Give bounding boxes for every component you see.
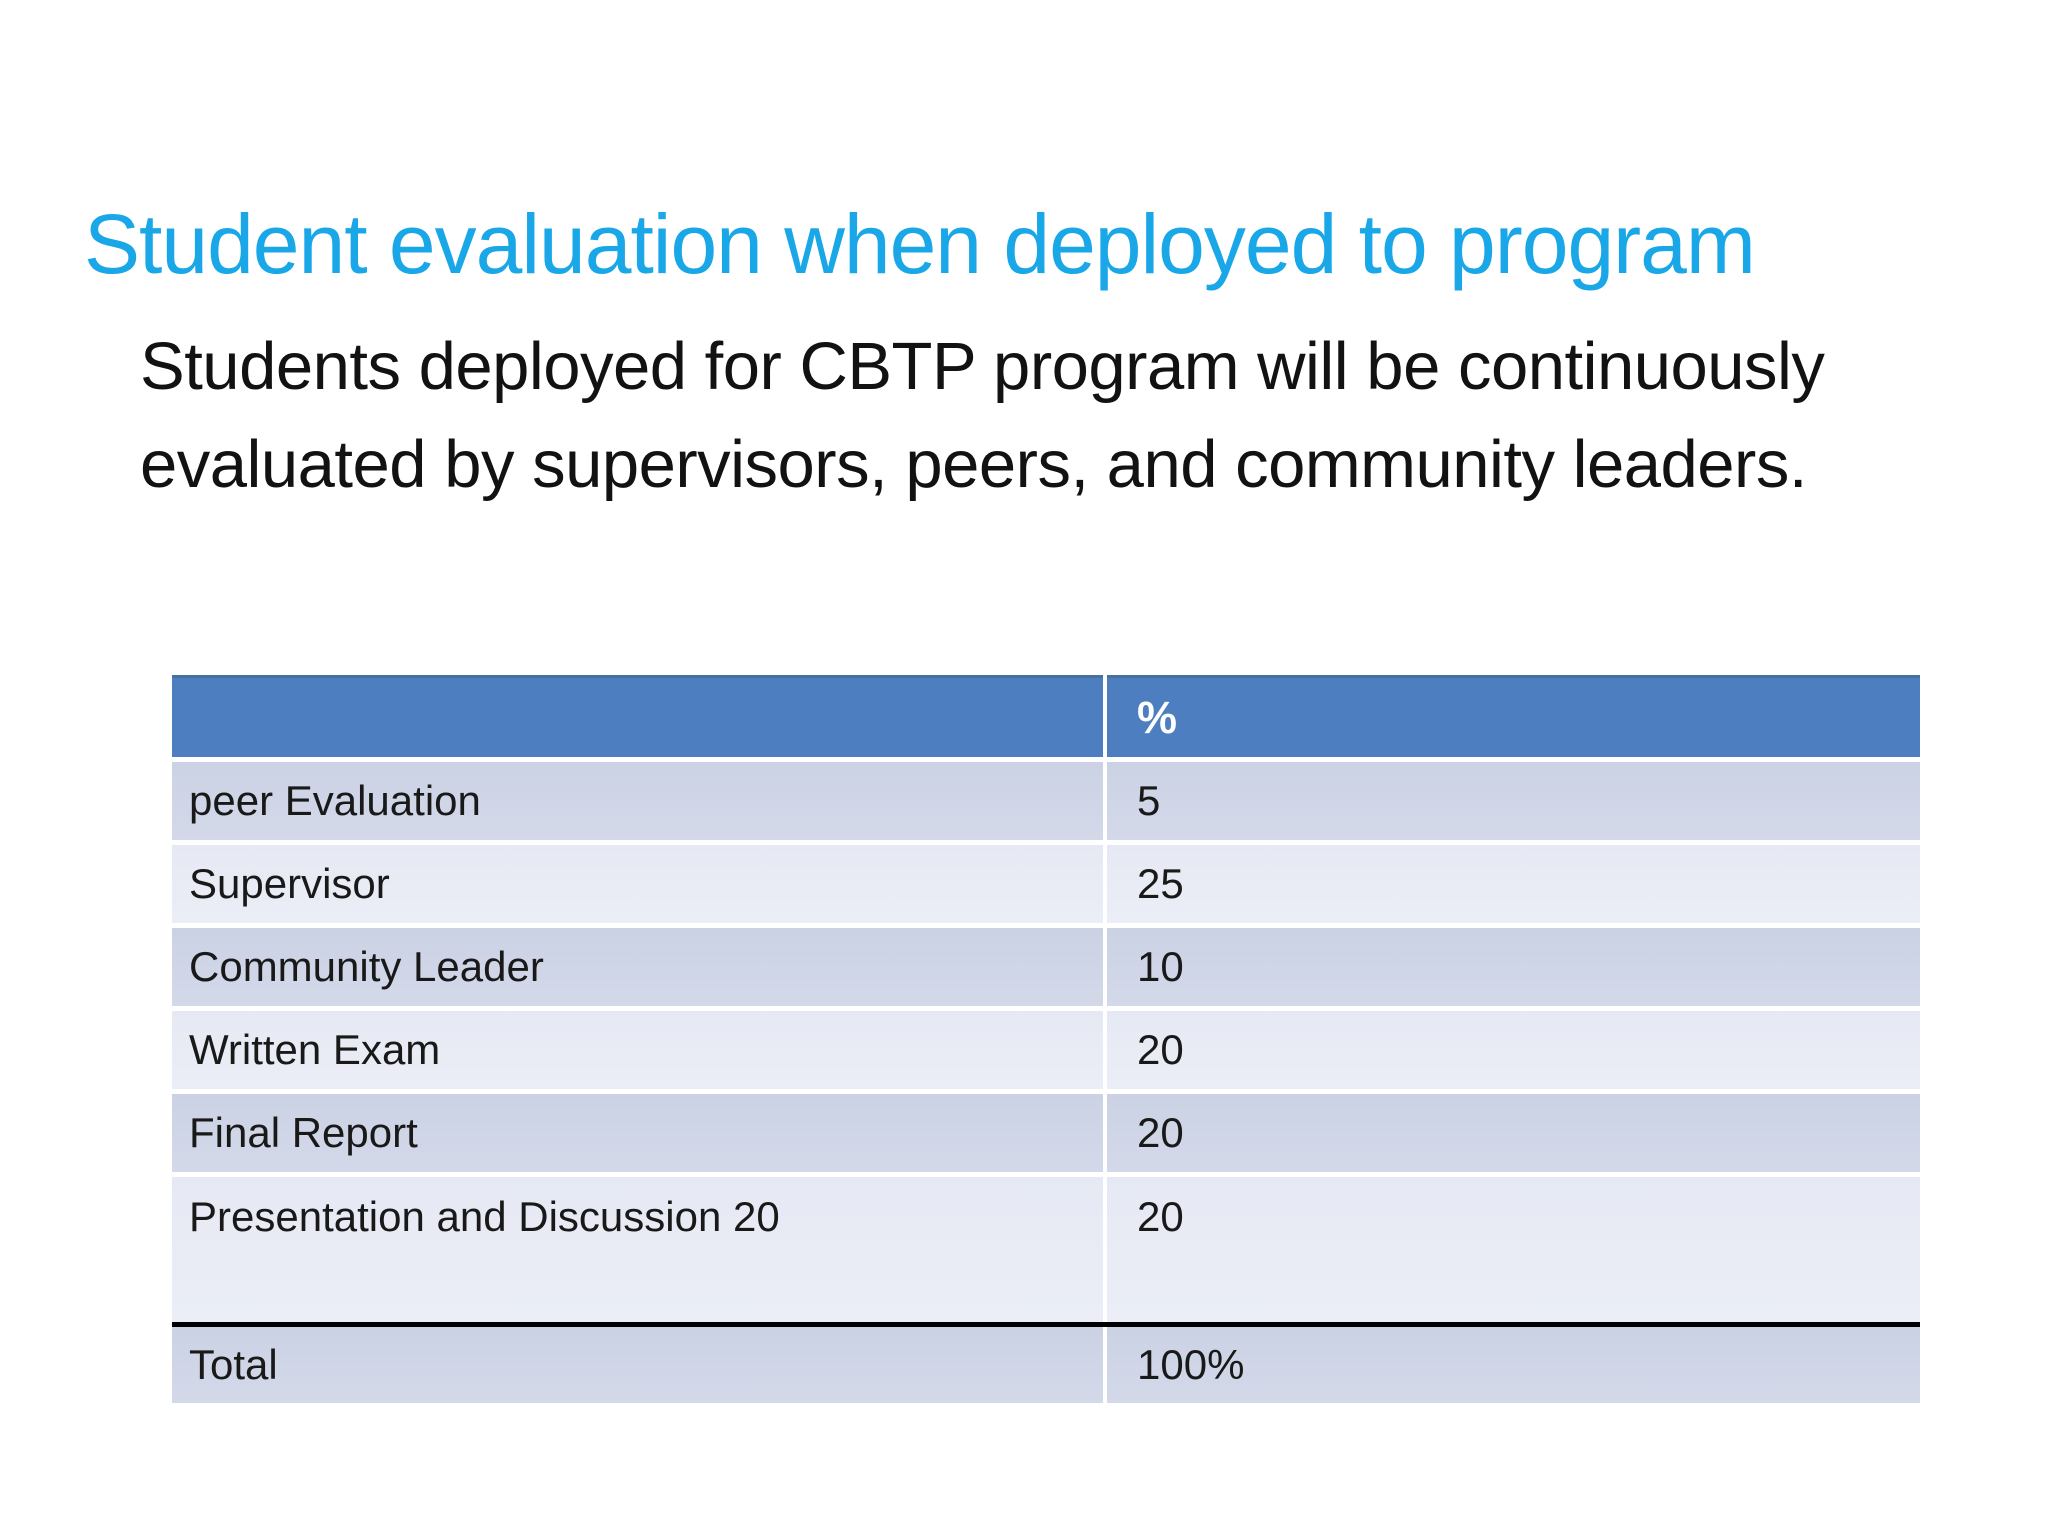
row-label-cell: Final Report [172, 1094, 1103, 1172]
table-row: peer Evaluation 5 [172, 762, 1920, 840]
table-row: Written Exam 20 [172, 1011, 1920, 1089]
total-label-cell: Total [172, 1327, 1103, 1403]
row-value-cell: 20 [1107, 1094, 1920, 1172]
total-value-cell: 100% [1107, 1327, 1920, 1403]
table-total-row: Total 100% [172, 1322, 1920, 1403]
table-row: Community Leader 10 [172, 928, 1920, 1006]
evaluation-table: % peer Evaluation 5 Supervisor 25 Commun… [172, 675, 1920, 1403]
row-label-cell: peer Evaluation [172, 762, 1103, 840]
row-value-cell: 5 [1107, 762, 1920, 840]
table-row: Supervisor 25 [172, 845, 1920, 923]
row-label-cell: Presentation and Discussion 20 [172, 1177, 1103, 1322]
header-criteria-cell [172, 675, 1103, 757]
slide-title: Student evaluation when deployed to prog… [84, 197, 1756, 291]
row-value-cell: 10 [1107, 928, 1920, 1006]
table-header-row: % [172, 675, 1920, 757]
table-row: Final Report 20 [172, 1094, 1920, 1172]
row-label-cell: Supervisor [172, 845, 1103, 923]
header-percent-cell: % [1107, 675, 1920, 757]
row-value-cell: 20 [1107, 1177, 1920, 1322]
slide-body-paragraph: Students deployed for CBTP program will … [140, 329, 1825, 502]
row-label-cell: Community Leader [172, 928, 1103, 1006]
table-row: Presentation and Discussion 20 20 [172, 1177, 1920, 1322]
row-value-cell: 25 [1107, 845, 1920, 923]
row-value-cell: 20 [1107, 1011, 1920, 1089]
row-label-cell: Written Exam [172, 1011, 1103, 1089]
